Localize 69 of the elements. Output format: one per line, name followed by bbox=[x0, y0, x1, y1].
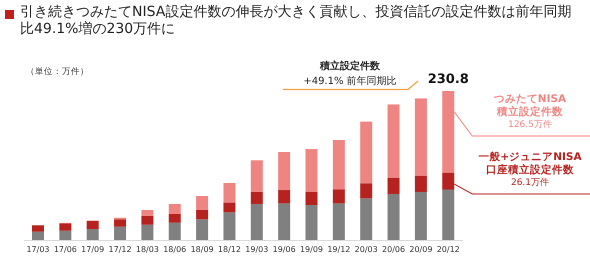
bar bbox=[278, 152, 290, 190]
text: +49.1% 前年同期比 bbox=[302, 74, 398, 88]
x-tick-label: 20/03 bbox=[354, 245, 378, 254]
bar bbox=[168, 204, 181, 214]
bar bbox=[114, 226, 126, 240]
x-tick-label: 20/06 bbox=[382, 245, 406, 254]
data-label: 26.1万件 bbox=[510, 178, 550, 189]
bar bbox=[250, 192, 263, 204]
bar bbox=[59, 223, 72, 231]
bar bbox=[141, 224, 154, 240]
bar bbox=[306, 205, 318, 240]
bar bbox=[168, 222, 181, 240]
x-tick-label: 19/09 bbox=[300, 245, 324, 254]
chart-title: 引き続きつみたてNISA設定件数の伸長が大きく貢献し、投資信託の設定件数は前年同期比49.1%増の230万件に bbox=[20, 4, 572, 38]
bar bbox=[223, 202, 236, 212]
text: （単位：万件） bbox=[26, 66, 89, 78]
text: 積立設定件数 bbox=[318, 59, 381, 73]
total-label: 230.8 bbox=[426, 72, 470, 87]
bar bbox=[223, 182, 236, 203]
text: つみたてNISA積立設定件数 bbox=[494, 93, 566, 119]
bar bbox=[32, 232, 44, 240]
bar bbox=[414, 192, 427, 240]
x-tick-label: 17/12 bbox=[108, 245, 132, 254]
bar bbox=[86, 229, 99, 240]
bar bbox=[278, 190, 290, 204]
x-tick-label: 20/09 bbox=[409, 245, 432, 254]
bar bbox=[442, 91, 454, 173]
x-tick-label: 19/12 bbox=[327, 245, 350, 254]
bar bbox=[141, 216, 154, 225]
bar bbox=[306, 149, 318, 192]
bar bbox=[278, 203, 290, 240]
bar bbox=[442, 190, 454, 240]
x-tick-label: 19/06 bbox=[272, 245, 296, 254]
bar bbox=[388, 104, 400, 178]
bar bbox=[196, 196, 208, 210]
x-tick-label: 20/12 bbox=[436, 245, 460, 254]
bar bbox=[360, 122, 372, 184]
bar bbox=[414, 176, 427, 192]
text: 一般+ジュニアNISA口座積立設定件数 bbox=[478, 151, 582, 177]
bar bbox=[442, 172, 454, 190]
bar bbox=[360, 183, 372, 198]
bar bbox=[388, 178, 400, 194]
x-tick-label: 17/09 bbox=[81, 245, 104, 254]
bar bbox=[223, 212, 236, 240]
bar bbox=[250, 204, 263, 240]
bar bbox=[388, 194, 400, 240]
bar bbox=[141, 210, 154, 216]
bar bbox=[32, 225, 44, 232]
bar bbox=[59, 230, 72, 240]
bar bbox=[196, 219, 208, 240]
data-label: 126.5万件 bbox=[507, 120, 553, 131]
bar bbox=[414, 98, 427, 176]
x-tick-label: 17/03 bbox=[26, 245, 50, 254]
bar bbox=[114, 219, 126, 227]
bar bbox=[250, 160, 263, 192]
x-tick-label: 19/03 bbox=[245, 245, 268, 254]
x-tick-label: 18/09 bbox=[190, 245, 214, 254]
bar bbox=[168, 214, 181, 223]
bar bbox=[86, 221, 99, 230]
bar bbox=[332, 140, 345, 190]
x-tick-label: 18/12 bbox=[218, 245, 241, 254]
x-tick-label: 18/06 bbox=[163, 245, 186, 254]
x-tick-label: 18/03 bbox=[136, 245, 159, 254]
bar bbox=[196, 210, 208, 220]
bar bbox=[332, 189, 345, 204]
bar bbox=[332, 203, 345, 240]
bar bbox=[360, 198, 372, 240]
x-tick-label: 17/06 bbox=[54, 245, 77, 254]
bar bbox=[306, 192, 318, 206]
